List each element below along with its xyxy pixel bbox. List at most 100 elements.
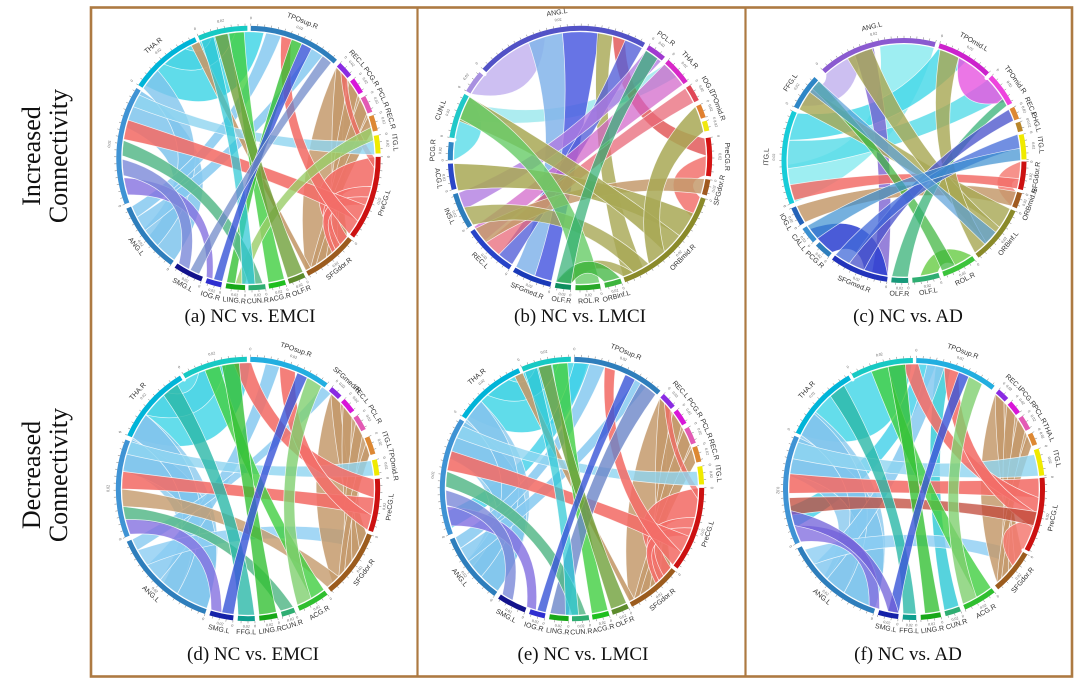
- svg-text:0.02: 0.02: [896, 285, 903, 290]
- svg-text:0: 0: [786, 427, 791, 431]
- svg-text:0.02: 0.02: [275, 289, 283, 295]
- svg-text:0.02: 0.02: [441, 174, 447, 182]
- svg-text:0: 0: [328, 596, 333, 601]
- svg-text:0.02: 0.02: [295, 282, 303, 289]
- svg-text:CUN.R: CUN.R: [247, 297, 270, 306]
- svg-text:0.02: 0.02: [504, 607, 513, 615]
- svg-text:0: 0: [1029, 131, 1034, 134]
- svg-text:ITG.L: ITG.L: [1051, 449, 1062, 468]
- svg-text:0: 0: [378, 111, 383, 115]
- svg-text:0: 0: [548, 289, 551, 294]
- svg-text:0.02: 0.02: [1000, 236, 1008, 245]
- svg-text:0.02: 0.02: [383, 462, 389, 470]
- svg-text:0: 0: [343, 55, 348, 60]
- svg-text:0.02: 0.02: [106, 140, 112, 147]
- svg-text:0: 0: [521, 614, 525, 619]
- svg-text:0: 0: [814, 61, 819, 66]
- svg-text:0.02: 0.02: [951, 615, 959, 622]
- svg-text:0: 0: [516, 357, 520, 362]
- svg-text:0.02: 0.02: [375, 197, 382, 205]
- svg-text:Increased: Increased: [17, 106, 46, 206]
- svg-text:0: 0: [202, 616, 206, 621]
- svg-text:0.02: 0.02: [137, 239, 145, 248]
- svg-text:PreCG.L: PreCG.L: [385, 493, 395, 521]
- svg-text:0.02: 0.02: [966, 44, 975, 52]
- svg-text:0.02: 0.02: [1031, 142, 1037, 149]
- svg-text:0.02: 0.02: [875, 351, 883, 358]
- svg-text:0: 0: [1002, 381, 1007, 386]
- svg-text:0: 0: [896, 621, 899, 626]
- svg-text:Connectivity: Connectivity: [44, 408, 73, 542]
- svg-text:0.02: 0.02: [139, 392, 147, 401]
- svg-text:0.02: 0.02: [338, 381, 347, 389]
- svg-text:0: 0: [707, 463, 712, 466]
- svg-text:0.02: 0.02: [254, 292, 261, 297]
- svg-text:0.02: 0.02: [348, 59, 356, 68]
- svg-text:0: 0: [716, 135, 721, 138]
- svg-text:0.02: 0.02: [331, 260, 340, 268]
- svg-text:0: 0: [694, 78, 699, 82]
- svg-text:0: 0: [166, 266, 171, 271]
- svg-text:0: 0: [457, 85, 462, 89]
- svg-text:ITG.L: ITG.L: [390, 134, 399, 152]
- svg-text:0: 0: [370, 90, 375, 94]
- svg-text:0: 0: [504, 271, 508, 276]
- svg-text:LING.R: LING.R: [258, 626, 282, 637]
- svg-text:0: 0: [681, 402, 686, 407]
- svg-text:0: 0: [705, 99, 710, 103]
- svg-text:0: 0: [244, 293, 246, 298]
- svg-text:0.02: 0.02: [1005, 383, 1014, 391]
- svg-text:0.02: 0.02: [462, 72, 470, 81]
- svg-text:0: 0: [374, 535, 379, 539]
- svg-text:0: 0: [907, 285, 909, 290]
- svg-text:0.02: 0.02: [658, 40, 667, 48]
- svg-text:0.02: 0.02: [430, 471, 436, 478]
- svg-text:0: 0: [362, 408, 367, 412]
- svg-text:0: 0: [940, 280, 943, 285]
- svg-text:0: 0: [1029, 555, 1034, 559]
- svg-text:0.02: 0.02: [181, 276, 190, 284]
- svg-text:0.02: 0.02: [1020, 105, 1027, 113]
- svg-text:0.02: 0.02: [531, 618, 539, 625]
- svg-text:0: 0: [782, 204, 787, 208]
- svg-text:0: 0: [712, 117, 717, 120]
- svg-text:0: 0: [444, 190, 449, 193]
- svg-text:0.02: 0.02: [870, 30, 878, 37]
- svg-text:0.02: 0.02: [151, 586, 160, 594]
- svg-text:0: 0: [117, 430, 122, 434]
- svg-text:0.02: 0.02: [709, 471, 715, 478]
- svg-text:0: 0: [385, 477, 390, 479]
- svg-text:0.02: 0.02: [208, 287, 216, 294]
- svg-text:0: 0: [386, 156, 391, 158]
- svg-text:0: 0: [1044, 444, 1049, 447]
- svg-text:0: 0: [784, 101, 789, 105]
- svg-text:0: 0: [708, 199, 713, 202]
- svg-text:0: 0: [823, 258, 828, 263]
- svg-text:0: 0: [995, 594, 1000, 599]
- svg-text:0.02: 0.02: [1030, 414, 1038, 423]
- svg-text:ACG.L: ACG.L: [433, 168, 443, 190]
- svg-text:0.02: 0.02: [525, 282, 533, 289]
- svg-text:0: 0: [629, 610, 633, 615]
- svg-text:0: 0: [254, 623, 256, 628]
- svg-text:0: 0: [277, 620, 280, 625]
- svg-text:0: 0: [306, 279, 310, 284]
- svg-text:FFG.L: FFG.L: [236, 629, 256, 636]
- svg-text:0.02: 0.02: [216, 620, 224, 626]
- svg-text:0: 0: [569, 292, 571, 297]
- svg-text:0.02: 0.02: [699, 528, 706, 536]
- svg-text:0.02: 0.02: [355, 565, 363, 574]
- svg-text:0.02: 0.02: [1026, 120, 1033, 128]
- svg-text:FFG.L: FFG.L: [899, 628, 919, 636]
- svg-text:0.02: 0.02: [1018, 397, 1026, 406]
- svg-text:(e) NC vs. LMCI: (e) NC vs. LMCI: [518, 644, 649, 665]
- svg-text:0: 0: [693, 421, 698, 425]
- svg-text:0.02: 0.02: [361, 76, 369, 85]
- svg-text:0.02: 0.02: [792, 82, 800, 91]
- svg-text:0.02: 0.02: [685, 407, 693, 416]
- svg-text:0.02: 0.02: [154, 47, 163, 55]
- svg-text:0: 0: [995, 67, 1000, 72]
- svg-text:0.02: 0.02: [296, 24, 304, 31]
- svg-text:0.02: 0.02: [554, 17, 562, 23]
- svg-text:0: 0: [710, 487, 715, 489]
